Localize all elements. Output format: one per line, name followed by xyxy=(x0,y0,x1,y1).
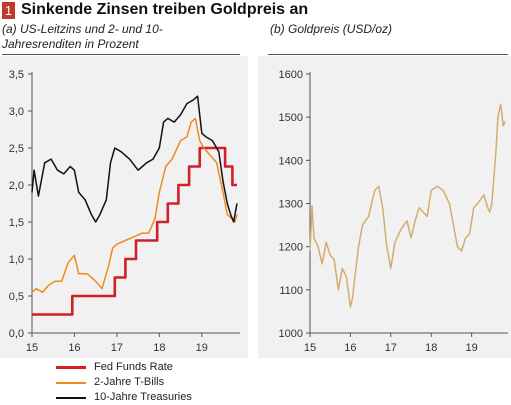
right-y-tick-label: 1300 xyxy=(279,199,303,211)
left-y-tick-label: 3,5 xyxy=(9,69,24,81)
right-x-tick-label: 17 xyxy=(385,342,397,354)
right-y-tick-label: 1500 xyxy=(279,112,303,124)
left-x-tick-label: 16 xyxy=(68,342,80,354)
right-x-tick-label: 15 xyxy=(304,342,316,354)
left-series-2-jahre-t-bills xyxy=(32,118,237,292)
left-chart-legend: Fed Funds Rate 2-Jahre T-Bills 10-Jahre … xyxy=(56,360,192,405)
right-y-tick-label: 1400 xyxy=(279,155,303,167)
left-x-tick-label: 17 xyxy=(111,342,123,354)
left-y-tick-label: 1,5 xyxy=(9,217,24,229)
right-y-tick-label: 1200 xyxy=(279,242,303,254)
legend-label-10y-treasuries: 10-Jahre Treasuries xyxy=(94,390,192,405)
legend-swatch-10y-treasuries xyxy=(56,397,86,399)
legend-item-2y-tbills: 2-Jahre T-Bills xyxy=(56,375,192,390)
left-series-10-jahre-treasuries xyxy=(32,96,237,222)
left-x-tick-label: 15 xyxy=(26,342,38,354)
right-series-gold-price xyxy=(310,104,505,307)
left-x-tick-label: 18 xyxy=(153,342,165,354)
legend-swatch-fed-funds xyxy=(56,366,86,369)
right-x-tick-label: 18 xyxy=(425,342,437,354)
left-y-tick-label: 3,0 xyxy=(9,106,24,118)
left-y-tick-label: 0,0 xyxy=(9,328,24,340)
right-y-tick-label: 1100 xyxy=(279,285,303,297)
right-x-tick-label: 16 xyxy=(344,342,356,354)
legend-item-10y-treasuries: 10-Jahre Treasuries xyxy=(56,390,192,405)
left-y-tick-label: 0,5 xyxy=(9,291,24,303)
legend-label-2y-tbills: 2-Jahre T-Bills xyxy=(94,375,164,390)
left-x-tick-label: 19 xyxy=(196,342,208,354)
right-x-tick-label: 19 xyxy=(466,342,478,354)
legend-swatch-2y-tbills xyxy=(56,382,86,384)
legend-item-fed-funds: Fed Funds Rate xyxy=(56,360,192,375)
legend-label-fed-funds: Fed Funds Rate xyxy=(94,360,173,375)
right-y-tick-label: 1600 xyxy=(279,69,303,81)
left-y-tick-label: 1,0 xyxy=(9,254,24,266)
left-y-tick-label: 2,5 xyxy=(9,143,24,155)
left-y-tick-label: 2,0 xyxy=(9,180,24,192)
right-y-tick-label: 1000 xyxy=(279,328,303,340)
